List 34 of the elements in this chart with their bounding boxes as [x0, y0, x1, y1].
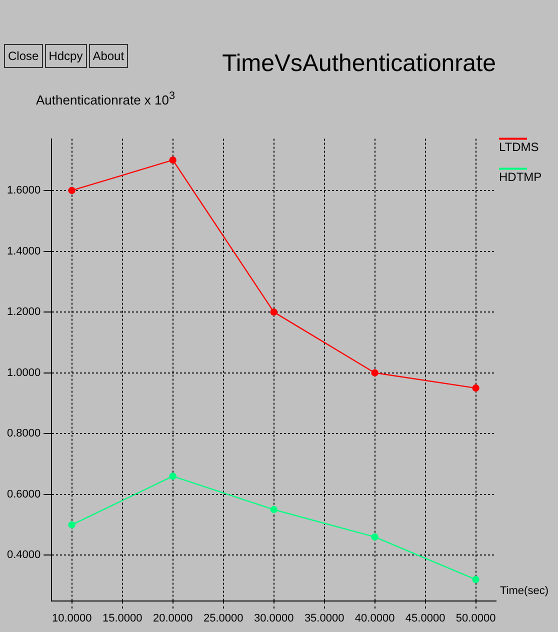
x-tick-label: 50.0000	[456, 612, 496, 624]
point	[68, 521, 76, 528]
legend-label: LTDMS	[499, 140, 539, 154]
point	[270, 308, 278, 316]
y-tick-label: 1.2000	[6, 306, 41, 318]
y-axis-title: Authenticationrate x 10$^{3}$	[36, 90, 176, 108]
y-tick-label: 1.4000	[6, 245, 41, 258]
x-tick-label: 15.0000	[102, 612, 142, 624]
point	[270, 506, 278, 514]
x-tick-label: 30.0000	[254, 612, 294, 624]
chart-title: TimeVsAuthenticationrate	[222, 50, 496, 78]
point	[472, 384, 480, 392]
point	[68, 186, 76, 194]
text: Close	[4, 44, 43, 68]
y-tick-label: 0.4000	[6, 549, 41, 562]
x-tick-label: 10.0000	[52, 612, 92, 624]
point	[371, 369, 378, 376]
x-axis-title: Time(sec)	[500, 584, 548, 597]
y-tick-label: 1.0000	[6, 366, 41, 379]
x-tick-label: 25.0000	[203, 612, 244, 624]
y-tick-label: 0.8000	[6, 428, 41, 440]
point	[169, 472, 176, 480]
point	[371, 533, 378, 541]
point	[472, 576, 480, 584]
x-tick-label: 40.0000	[354, 612, 395, 624]
y-tick-label: 1.6000	[6, 184, 41, 196]
text: About	[88, 44, 128, 68]
x-tick-label: 20.0000	[152, 612, 193, 624]
x-tick-label: 35.0000	[304, 612, 344, 624]
legend-label: HDTMP	[499, 170, 542, 184]
point	[169, 156, 176, 164]
y-tick-label: 0.6000	[6, 488, 41, 500]
x-tick-label: 45.0000	[405, 612, 446, 624]
text: Hdcpy	[44, 44, 87, 68]
